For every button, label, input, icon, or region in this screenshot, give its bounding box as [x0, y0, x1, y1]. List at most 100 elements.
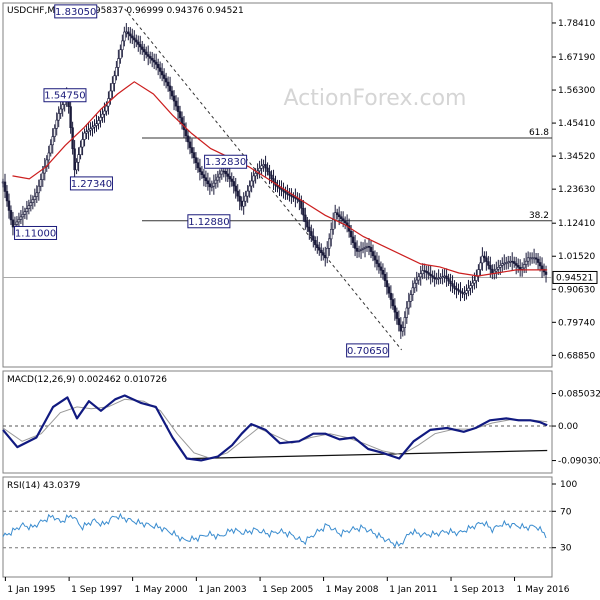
price-candle-body [413, 282, 416, 289]
price-candle-body [129, 33, 132, 37]
price-y-tick-label: 0.90630 [558, 285, 595, 295]
price-annotation: 1.83050 [54, 4, 98, 19]
price-candle-body [87, 129, 90, 132]
price-candle-body [220, 170, 224, 175]
price-y-tick-label: 1.23630 [558, 185, 595, 195]
price-candle-body [514, 263, 518, 266]
price-candle-body [425, 270, 428, 273]
price-candle-body [491, 268, 494, 274]
price-candle-body [383, 273, 387, 281]
price-candle-body [240, 200, 243, 207]
price-candle-body [471, 282, 474, 286]
price-candle-body [55, 119, 58, 129]
price-candle-body [250, 180, 253, 187]
macd-support-line [191, 449, 548, 460]
price-candle-body [41, 172, 44, 180]
price-candle-body [331, 219, 335, 230]
price-y-tick-label: 1.45410 [558, 119, 595, 129]
price-candle-body [131, 35, 134, 39]
price-candle-body [1, 181, 5, 184]
price-candle-body [49, 144, 52, 154]
price-candle-body [59, 108, 62, 114]
price-candle-body [27, 205, 31, 209]
price-candle-body [343, 220, 347, 224]
price-candle-body [236, 190, 239, 197]
price-candle-body [405, 307, 408, 318]
price-candle-body [459, 290, 462, 293]
x-tick-label: 1 Sep 2005 [262, 585, 313, 595]
price-candle-body [37, 185, 41, 194]
x-tick-label: 1 Jan 1995 [7, 585, 55, 595]
annotation-label: 0.70650 [347, 346, 388, 357]
price-candle-body [154, 61, 158, 65]
price-candle-body [31, 199, 35, 203]
price-candle-body [371, 251, 375, 257]
price-candle-body [109, 90, 112, 99]
price-candle-body [473, 280, 476, 284]
price-candle-body [105, 105, 108, 112]
x-tick-label: 1 May 2000 [135, 585, 188, 595]
price-y-tick-label: 1.56300 [558, 86, 595, 96]
price-candle-body [393, 305, 397, 313]
price-candle-body [21, 214, 25, 218]
price-candle-body [246, 190, 249, 197]
x-tick-label: 1 Jan 2003 [198, 585, 246, 595]
high-value: 0.96999 [126, 6, 163, 16]
annotation-box [14, 225, 58, 240]
price-candle-body [226, 173, 229, 177]
decline-trendline [124, 8, 403, 351]
price-annotation: 1.54750 [43, 88, 87, 103]
rsi-y-tick-label: 70 [560, 507, 572, 517]
price-candle-body [288, 194, 291, 196]
price-candle-body [238, 195, 241, 202]
x-tick-label: 1 Sep 2013 [453, 585, 504, 595]
price-candle-body [53, 128, 56, 137]
price-candle-body [33, 196, 37, 200]
rsi-pane [2, 476, 553, 578]
price-candle-body [443, 275, 446, 278]
low-value: 0.94376 [166, 6, 203, 16]
price-candle-body [395, 311, 399, 319]
rsi-y-tick-label: 30 [560, 544, 572, 554]
price-candle-body [218, 173, 222, 178]
price-candle-body [81, 139, 84, 148]
price-candle-body [95, 123, 98, 126]
price-candle-body [174, 100, 178, 107]
price-candle-body [518, 266, 522, 270]
price-y-tick-label: 1.34520 [558, 152, 595, 162]
price-candle-body [141, 46, 144, 50]
price-candle-body [318, 247, 321, 251]
price-candle-body [73, 148, 76, 171]
price-candle-body [294, 197, 297, 199]
price-candle-body [166, 81, 170, 87]
price-candle-body [322, 252, 325, 256]
price-candle-body [363, 246, 367, 249]
price-candle-body [463, 292, 466, 295]
price-candle-body [242, 200, 245, 207]
price-candle-body [93, 125, 96, 128]
price-candle-body [417, 276, 420, 281]
price-candle-body [312, 235, 315, 241]
price-candle-body [300, 201, 303, 209]
price-candle-body [156, 64, 160, 69]
price-candle-body [188, 141, 192, 148]
price-candle-body [206, 180, 210, 185]
fib-level-label: 38.2 [529, 211, 549, 221]
price-candle-body [381, 269, 385, 275]
price-candle-body [538, 262, 542, 267]
price-candle-body [9, 210, 13, 221]
annotation-label: 1.11000 [15, 228, 56, 239]
price-candle-body [369, 247, 373, 252]
price-candle-body [270, 174, 273, 179]
price-candle-body [453, 285, 456, 289]
price-candle-body [160, 71, 164, 76]
price-candle-body [409, 294, 412, 302]
price-candle-body [532, 257, 536, 260]
price-candle-body [377, 263, 381, 268]
price-candle-body [308, 226, 311, 232]
price-annotation: 1.12880 [187, 214, 231, 229]
x-tick-label: 1 Sep 1997 [71, 585, 122, 595]
price-candle-body [540, 265, 544, 270]
price-candle-body [198, 167, 202, 172]
price-candle-body [485, 257, 488, 262]
